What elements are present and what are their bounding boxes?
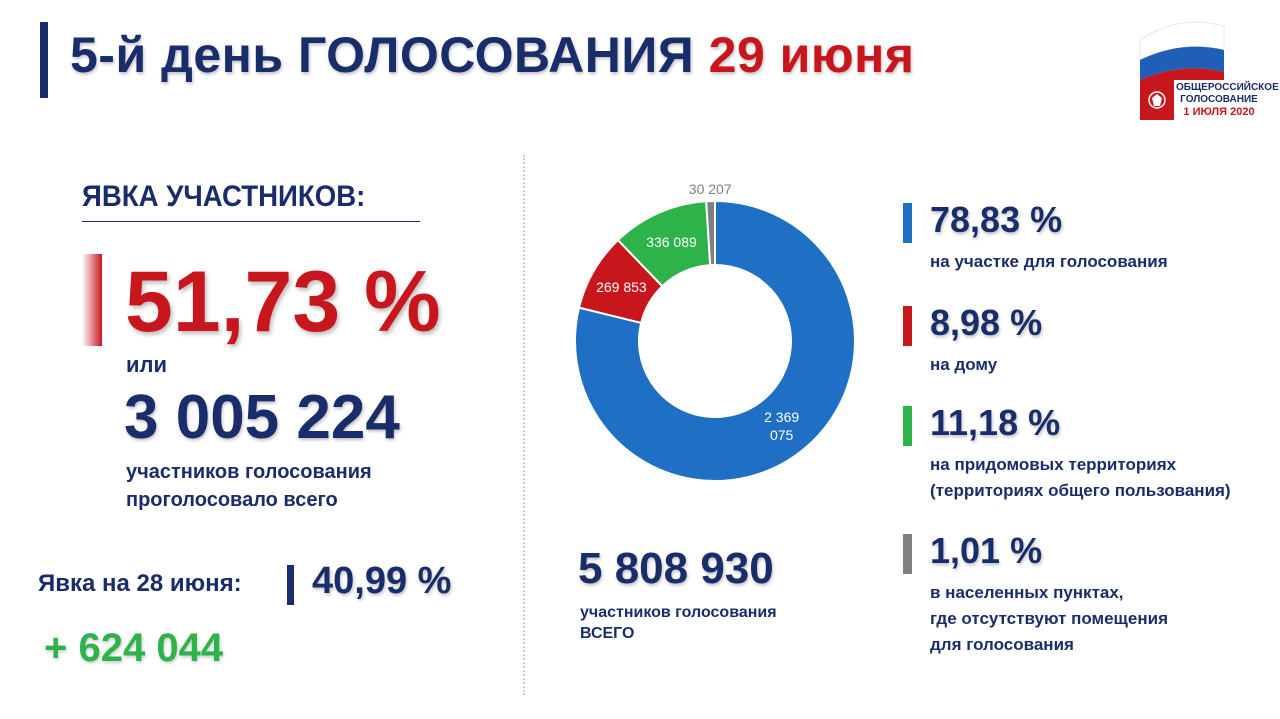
- legend-color-bar: [903, 306, 912, 346]
- title-date: 29 июня: [708, 27, 915, 83]
- legend-color-bar: [903, 534, 912, 574]
- previous-turnout-value: 40,99 %: [312, 560, 452, 602]
- vote-logo-icon: [1139, 21, 1225, 120]
- legend-desc-line-3: для голосования: [930, 635, 1074, 654]
- legend-desc-line-1: в населенных пунктах,: [930, 583, 1124, 602]
- turnout-increase: + 624 044: [44, 626, 224, 670]
- previous-turnout-label: Явка на 28 июня:: [38, 570, 242, 597]
- total-caption-line-1: участников голосования: [580, 604, 777, 621]
- total-caption: участников голосования ВСЕГО: [580, 602, 777, 644]
- logo-line-2: ГОЛОСОВАНИЕ: [1180, 94, 1258, 105]
- previous-accent-bar: [287, 565, 294, 605]
- column-divider: [523, 155, 525, 695]
- turnout-count: 3 005 224: [124, 383, 400, 452]
- total-caption-line-2: ВСЕГО: [580, 625, 635, 642]
- donut-label-0-line-2: 075: [770, 427, 794, 443]
- donut-label-2: 336 089: [646, 234, 697, 250]
- title-accent-bar: [40, 22, 48, 98]
- donut-label-1: 269 853: [596, 279, 647, 295]
- donut-label-0: 2 369: [764, 409, 799, 425]
- turnout-percent: 51,73 %: [125, 254, 441, 350]
- turnout-accent-bar: [82, 254, 102, 346]
- logo-line-1: ОБЩЕРОССИЙСКОЕ: [1176, 82, 1279, 93]
- logo-line-3: 1 ИЮЛЯ 2020: [1183, 106, 1255, 118]
- logo-caption: ОБЩЕРОССИЙСКОЕ ГОЛОСОВАНИЕ 1 ИЮЛЯ 2020: [1176, 82, 1279, 118]
- donut-label-3: 30 207: [689, 181, 732, 197]
- legend-color-bar: [903, 406, 912, 446]
- turnout-caption: участников голосования проголосовало все…: [126, 458, 372, 514]
- legend-desc-line-2: (территориях общего пользования): [930, 481, 1231, 500]
- turnout-or: или: [126, 352, 168, 377]
- title-main: 5-й день ГОЛОСОВАНИЯ: [70, 27, 695, 83]
- legend-desc-line-2: где отсутствуют помещения: [930, 609, 1168, 628]
- legend-percent: 8,98 %: [930, 302, 1043, 343]
- donut-slice-3: [705, 199, 716, 267]
- donut-slice-0: [574, 199, 856, 482]
- legend-percent: 1,01 %: [930, 530, 1043, 571]
- page-title: 5-й день ГОЛОСОВАНИЯ 29 июня: [70, 26, 914, 84]
- legend-color-bar: [903, 203, 912, 243]
- legend-desc-line-1: на участке для голосования: [930, 252, 1168, 271]
- legend-percent: 11,18 %: [930, 402, 1061, 443]
- legend-desc-line-1: на дому: [930, 355, 998, 374]
- turnout-heading: ЯВКА УЧАСТНИКОВ:: [82, 180, 366, 213]
- legend-percent: 78,83 %: [930, 199, 1063, 240]
- turnout-caption-line-2: проголосовало всего: [126, 489, 338, 511]
- turnout-donut-chart: 2 369 075 269 853 336 089 30 207: [574, 181, 856, 482]
- total-participants: 5 808 930: [578, 544, 774, 593]
- turnout-underline: [82, 221, 420, 222]
- turnout-caption-line-1: участников голосования: [126, 461, 372, 483]
- legend-desc-line-1: на придомовых территориях: [930, 455, 1177, 474]
